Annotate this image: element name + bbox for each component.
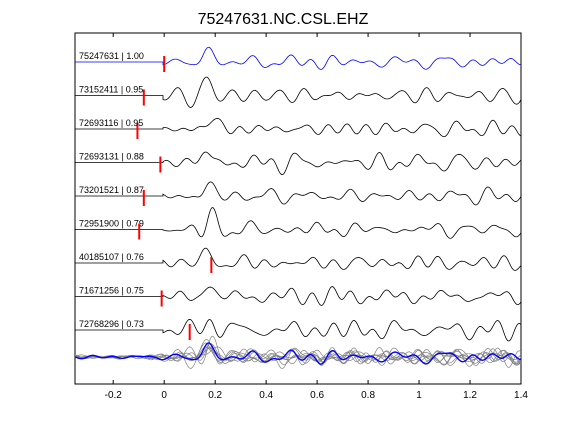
trace-label-71671256: 71671256 | 0.75 — [79, 286, 144, 296]
trace-72693116 — [75, 117, 522, 138]
trace-72951900 — [75, 207, 522, 239]
x-tick-label: 0.4 — [259, 390, 273, 401]
waveform-traces — [75, 46, 522, 342]
trace-72768296 — [75, 318, 522, 342]
x-tick-label: 1.2 — [463, 390, 477, 401]
trace-label-72951900: 72951900 | 0.79 — [79, 219, 144, 229]
trace-label-73152411: 73152411 | 0.95 — [79, 85, 143, 95]
trace-40185107 — [75, 247, 522, 271]
pick-markers — [136, 56, 213, 340]
trace-75247631 — [75, 46, 522, 70]
trace-labels: 75247631 | 1.00 73152411 | 0.95 72693116 |… — [79, 51, 144, 329]
stack-overlay-trace — [74, 346, 522, 368]
trace-label-72768296: 72768296 | 0.73 — [79, 319, 144, 329]
trace-label-72693131: 72693131 | 0.88 — [79, 152, 144, 162]
x-tick-label: 0.8 — [361, 390, 375, 401]
x-tick-label: 1.4 — [514, 390, 528, 401]
x-tick-label: 0 — [161, 390, 167, 401]
chart-title: 75247631.NC.CSL.EHZ — [198, 11, 369, 28]
trace-71671256 — [75, 286, 522, 306]
overlay-stack — [74, 335, 522, 369]
trace-label-72693116: 72693116 | 0.95 — [79, 118, 143, 128]
x-tick-label: -0.2 — [105, 390, 123, 401]
trace-label-40185107: 40185107 | 0.76 — [79, 252, 144, 262]
x-tick-label: 0.2 — [208, 390, 222, 401]
trace-label-73201521: 73201521 | 0.87 — [79, 185, 144, 195]
plot-axes-frame — [74, 32, 522, 385]
x-axis: -0.2 0 0.2 0.4 0.6 0.8 1 1.2 1.4 — [105, 33, 528, 401]
trace-73201521 — [75, 181, 522, 206]
trace-72693131 — [75, 151, 522, 176]
x-tick-label: 1 — [416, 390, 422, 401]
trace-label-75247631: 75247631 | 1.00 — [79, 51, 144, 61]
trace-73152411 — [75, 76, 522, 108]
x-tick-label: 0.6 — [310, 390, 324, 401]
stack-reference-trace — [74, 342, 522, 365]
